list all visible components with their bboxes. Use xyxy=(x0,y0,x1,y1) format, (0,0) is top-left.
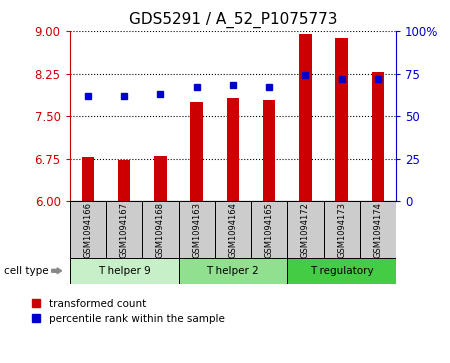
Bar xyxy=(324,201,360,258)
Text: T regulatory: T regulatory xyxy=(310,266,374,276)
Bar xyxy=(360,201,396,258)
Bar xyxy=(81,157,94,201)
Text: GSM1094166: GSM1094166 xyxy=(83,201,92,258)
Text: GSM1094174: GSM1094174 xyxy=(374,202,382,257)
Text: GSM1094167: GSM1094167 xyxy=(120,201,129,258)
Bar xyxy=(106,201,142,258)
Text: GSM1094164: GSM1094164 xyxy=(228,202,238,257)
Text: GSM1094165: GSM1094165 xyxy=(265,202,274,257)
Text: GSM1094163: GSM1094163 xyxy=(192,201,201,258)
Bar xyxy=(251,201,287,258)
Bar xyxy=(372,72,384,201)
Bar xyxy=(263,100,275,201)
Title: GDS5291 / A_52_P1075773: GDS5291 / A_52_P1075773 xyxy=(129,12,337,28)
Bar xyxy=(190,102,203,201)
Bar xyxy=(142,201,179,258)
Bar xyxy=(70,201,106,258)
Bar xyxy=(287,258,396,284)
Text: GSM1094168: GSM1094168 xyxy=(156,201,165,258)
Legend: transformed count, percentile rank within the sample: transformed count, percentile rank withi… xyxy=(28,294,229,328)
Bar xyxy=(335,38,348,201)
Text: GSM1094173: GSM1094173 xyxy=(337,201,346,258)
Bar xyxy=(299,34,312,201)
Text: T helper 2: T helper 2 xyxy=(207,266,259,276)
Bar xyxy=(215,201,251,258)
Bar xyxy=(179,258,287,284)
FancyArrow shape xyxy=(52,268,62,274)
Bar xyxy=(154,156,166,201)
Text: T helper 9: T helper 9 xyxy=(98,266,150,276)
Text: cell type: cell type xyxy=(4,266,49,276)
Bar xyxy=(70,258,179,284)
Bar xyxy=(118,160,130,201)
Bar xyxy=(179,201,215,258)
Bar xyxy=(226,98,239,201)
Text: GSM1094172: GSM1094172 xyxy=(301,202,310,257)
Bar xyxy=(287,201,324,258)
